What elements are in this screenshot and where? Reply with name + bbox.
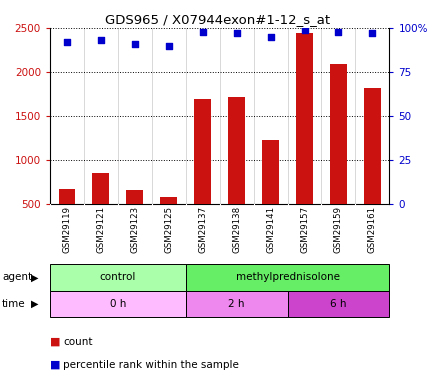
Text: GSM29125: GSM29125 <box>164 206 173 253</box>
Bar <box>261 140 279 204</box>
Text: count: count <box>63 337 92 347</box>
Text: GSM29137: GSM29137 <box>198 206 207 253</box>
Bar <box>363 88 380 204</box>
Bar <box>185 291 287 317</box>
Text: time: time <box>2 299 26 309</box>
Point <box>368 30 375 36</box>
Text: ▶: ▶ <box>31 273 39 282</box>
Point <box>199 28 206 34</box>
Text: 0 h: 0 h <box>109 299 126 309</box>
Text: GSM29161: GSM29161 <box>367 206 376 253</box>
Text: 6 h: 6 h <box>329 299 346 309</box>
Point <box>334 28 341 34</box>
Bar <box>329 64 346 204</box>
Text: GSM29141: GSM29141 <box>266 206 274 253</box>
Text: GSM29121: GSM29121 <box>96 206 105 253</box>
Bar <box>185 264 388 291</box>
Text: percentile rank within the sample: percentile rank within the sample <box>63 360 238 369</box>
Text: GSM29138: GSM29138 <box>232 206 240 253</box>
Point <box>131 41 138 47</box>
Point <box>300 27 307 33</box>
Bar <box>287 291 388 317</box>
Bar <box>58 189 76 204</box>
Bar <box>50 264 185 291</box>
Text: ■: ■ <box>50 360 60 369</box>
Point <box>63 39 70 45</box>
Bar <box>194 99 211 204</box>
Point <box>97 38 104 44</box>
Text: 2 h: 2 h <box>228 299 244 309</box>
Point <box>165 43 172 49</box>
Bar <box>50 291 185 317</box>
Text: methylprednisolone: methylprednisolone <box>235 273 339 282</box>
Text: ■: ■ <box>50 337 60 347</box>
Text: ▶: ▶ <box>31 299 39 309</box>
Bar <box>296 33 312 204</box>
Text: agent: agent <box>2 273 32 282</box>
Bar <box>126 190 143 204</box>
Bar <box>228 97 245 204</box>
Bar <box>92 172 109 204</box>
Bar <box>160 197 177 204</box>
Point <box>266 34 273 40</box>
Text: GSM29159: GSM29159 <box>333 206 342 253</box>
Point <box>233 30 240 36</box>
Text: GDS965 / X07944exon#1-12_s_at: GDS965 / X07944exon#1-12_s_at <box>105 13 329 26</box>
Text: GSM29157: GSM29157 <box>299 206 308 253</box>
Text: GSM29123: GSM29123 <box>130 206 139 253</box>
Text: control: control <box>99 273 136 282</box>
Text: GSM29119: GSM29119 <box>62 206 71 253</box>
